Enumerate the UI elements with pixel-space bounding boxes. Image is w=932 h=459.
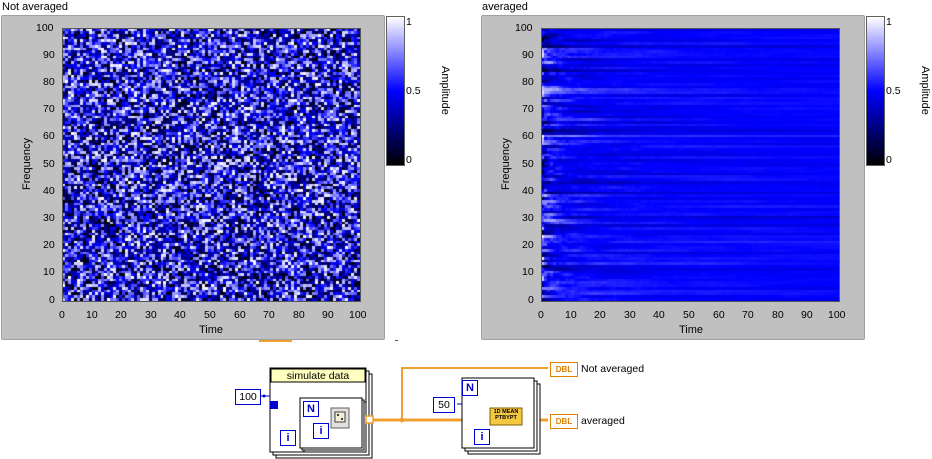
terminal-type: DBL <box>555 365 573 374</box>
graph1-x-tick: 50 <box>204 309 216 321</box>
graph1-colorbar[interactable] <box>386 16 405 166</box>
graph1-intensity-plot[interactable] <box>62 28 361 302</box>
graph1-y-tick: 40 <box>43 185 55 197</box>
graph1-colorbar-tick: 0 <box>406 154 412 166</box>
graph2-intensity-plot[interactable] <box>541 28 840 302</box>
graph1-y-tick: 50 <box>43 158 55 170</box>
loop-index-icon: i <box>280 430 296 446</box>
graph2-y-tick: 70 <box>522 103 534 115</box>
graph1-x-tick: 30 <box>145 309 157 321</box>
graph2-y-tick: 90 <box>522 49 534 61</box>
averaged-terminal[interactable]: DBL <box>550 414 578 429</box>
graph1-y-tick: 10 <box>43 266 55 278</box>
loop-index-icon: i <box>474 429 490 445</box>
selection-dot <box>395 340 398 341</box>
graph2-y-tick: 100 <box>515 22 533 34</box>
graph1-x-tick: 100 <box>349 309 367 321</box>
graph1-x-tick: 0 <box>59 309 65 321</box>
terminal-type: DBL <box>555 417 573 426</box>
graph2-x-tick: 70 <box>742 309 754 321</box>
graph2-x-tick: 80 <box>772 309 784 321</box>
graph1-x-axis-label: Time <box>199 324 224 336</box>
block-diagram <box>259 367 548 459</box>
constant-100[interactable]: 100 <box>235 389 261 405</box>
graph1-x-tick: 70 <box>263 309 275 321</box>
graph1-colorbar-tick: 0.5 <box>406 85 421 97</box>
graph2-y-tick: 50 <box>522 158 534 170</box>
graph2-y-tick: 10 <box>522 266 534 278</box>
graph2-colorbar-tick: 0.5 <box>886 85 901 97</box>
graph2-colorbar[interactable] <box>866 16 885 166</box>
graph1-y-tick: 90 <box>43 49 55 61</box>
subvi-title: simulate data <box>286 370 350 382</box>
graph1-y-tick: 30 <box>43 212 55 224</box>
graph2-x-tick: 90 <box>801 309 813 321</box>
graph2-x-tick: 20 <box>594 309 606 321</box>
loop-count-icon: N <box>462 380 478 396</box>
graph2-x-tick: 10 <box>565 309 577 321</box>
graph1-y-axis-label: Frequency <box>21 138 33 190</box>
graph1-y-tick: 100 <box>36 22 54 34</box>
graph2-y-tick: 80 <box>522 76 534 88</box>
graph2-colorbar-tick: 0 <box>886 154 892 166</box>
graph2-x-tick: 60 <box>713 309 725 321</box>
graph1-colorbar-label: Amplitude <box>439 66 451 115</box>
graph1-x-tick: 90 <box>322 309 334 321</box>
graph2-x-tick: 0 <box>538 309 544 321</box>
graph2-colorbar-tick: 1 <box>886 16 892 28</box>
averaged-terminal-label: averaged <box>581 415 625 427</box>
selection-marker <box>259 340 292 342</box>
graph1-y-tick: 80 <box>43 76 55 88</box>
graph2-x-tick: 40 <box>653 309 665 321</box>
mean-vi-text-1: 1D MEAN <box>493 409 519 415</box>
graph2-x-tick: 30 <box>624 309 636 321</box>
constant-50[interactable]: 50 <box>433 397 455 413</box>
loop-count-icon: N <box>303 401 319 417</box>
graph1-y-tick: 70 <box>43 103 55 115</box>
dice-icon <box>330 407 350 429</box>
graph1-x-tick: 80 <box>293 309 305 321</box>
graph2-colorbar-label: Amplitude <box>919 66 931 115</box>
graph1-x-tick: 60 <box>234 309 246 321</box>
wire-junctions <box>399 417 405 423</box>
mean-vi-label[interactable]: 1D MEAN PTBYPT <box>490 409 522 421</box>
graph2-x-tick: 100 <box>828 309 846 321</box>
graph2-x-tick: 50 <box>683 309 695 321</box>
graph2-y-axis-label: Frequency <box>500 138 512 190</box>
graph1-y-tick: 60 <box>43 130 55 142</box>
graph2-y-tick: 20 <box>522 239 534 251</box>
graph2-y-tick: 60 <box>522 130 534 142</box>
graph1-y-tick: 20 <box>43 239 55 251</box>
not-averaged-terminal-label: Not averaged <box>581 363 645 375</box>
not-averaged-terminal[interactable]: DBL <box>550 362 578 377</box>
graph2-y-tick: 30 <box>522 212 534 224</box>
graph1-x-tick: 10 <box>86 309 98 321</box>
graph1-x-tick: 20 <box>115 309 127 321</box>
graph2-y-tick: 0 <box>528 294 534 306</box>
mean-vi-icon <box>489 407 523 426</box>
graph1-x-tick: 40 <box>174 309 186 321</box>
graph2-title: averaged <box>482 1 528 13</box>
loop-count-terminal <box>270 401 278 409</box>
inner-loop-index-icon: i <box>313 423 329 439</box>
mean-vi-text-2: PTBYPT <box>495 415 517 421</box>
tunnel-terminal <box>365 415 374 424</box>
graph1-colorbar-tick: 1 <box>406 16 412 28</box>
graph2-y-tick: 40 <box>522 185 534 197</box>
graph1-y-tick: 0 <box>49 294 55 306</box>
graph2-x-axis-label: Time <box>679 324 704 336</box>
graph1-title: Not averaged <box>2 1 69 13</box>
